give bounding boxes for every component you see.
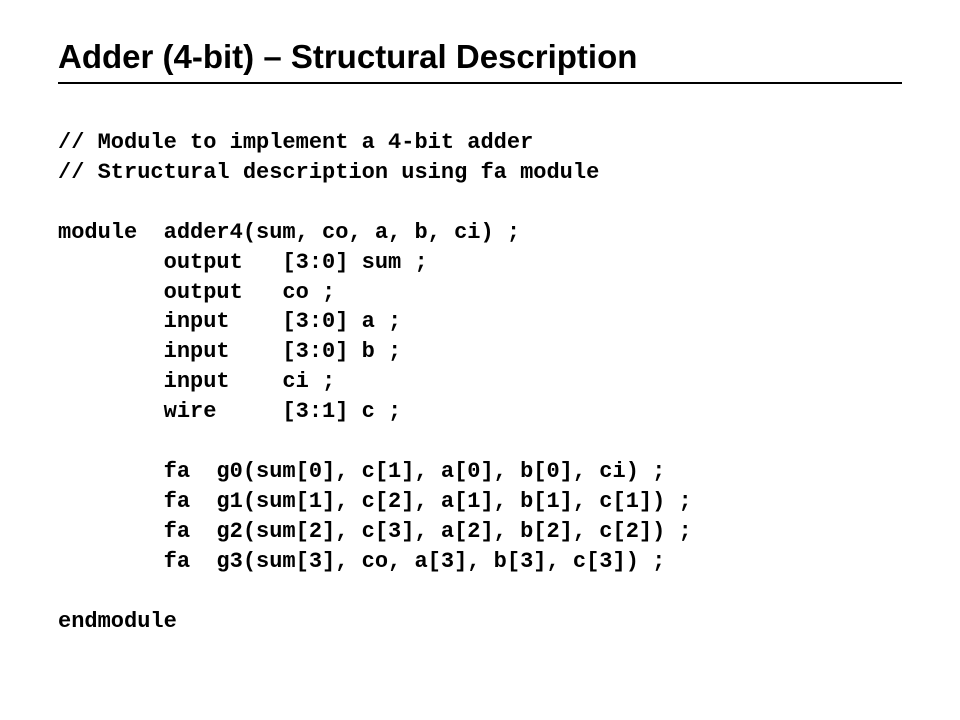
code-line: fa g3(sum[3], co, a[3], b[3], c[3]) ; [58,549,665,574]
code-line: input [3:0] a ; [58,309,401,334]
code-line: module adder4(sum, co, a, b, ci) ; [58,220,520,245]
code-line: // Structural description using fa modul… [58,160,599,185]
code-line: wire [3:1] c ; [58,399,401,424]
code-line: fa g1(sum[1], c[2], a[1], b[1], c[1]) ; [58,489,692,514]
code-line: // Module to implement a 4-bit adder [58,130,533,155]
code-line: fa g0(sum[0], c[1], a[0], b[0], ci) ; [58,459,665,484]
code-line: input ci ; [58,369,335,394]
code-line: output [3:0] sum ; [58,250,428,275]
code-line: output co ; [58,280,335,305]
code-line: endmodule [58,609,177,634]
code-block: // Module to implement a 4-bit adder // … [58,128,902,636]
code-line: input [3:0] b ; [58,339,401,364]
slide-title: Adder (4-bit) – Structural Description [58,38,902,84]
code-line: fa g2(sum[2], c[3], a[2], b[2], c[2]) ; [58,519,692,544]
